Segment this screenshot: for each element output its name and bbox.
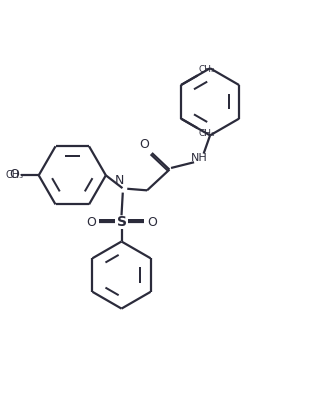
Text: CH₃: CH₃ xyxy=(5,171,23,180)
Text: O: O xyxy=(86,216,96,229)
Text: S: S xyxy=(117,215,126,229)
Text: NH: NH xyxy=(190,153,207,163)
Text: O: O xyxy=(9,168,19,181)
Text: N: N xyxy=(115,174,124,187)
Text: CH₃: CH₃ xyxy=(199,65,215,74)
Text: O: O xyxy=(147,216,157,229)
Text: O: O xyxy=(139,138,149,151)
Text: CH₃: CH₃ xyxy=(199,130,215,139)
